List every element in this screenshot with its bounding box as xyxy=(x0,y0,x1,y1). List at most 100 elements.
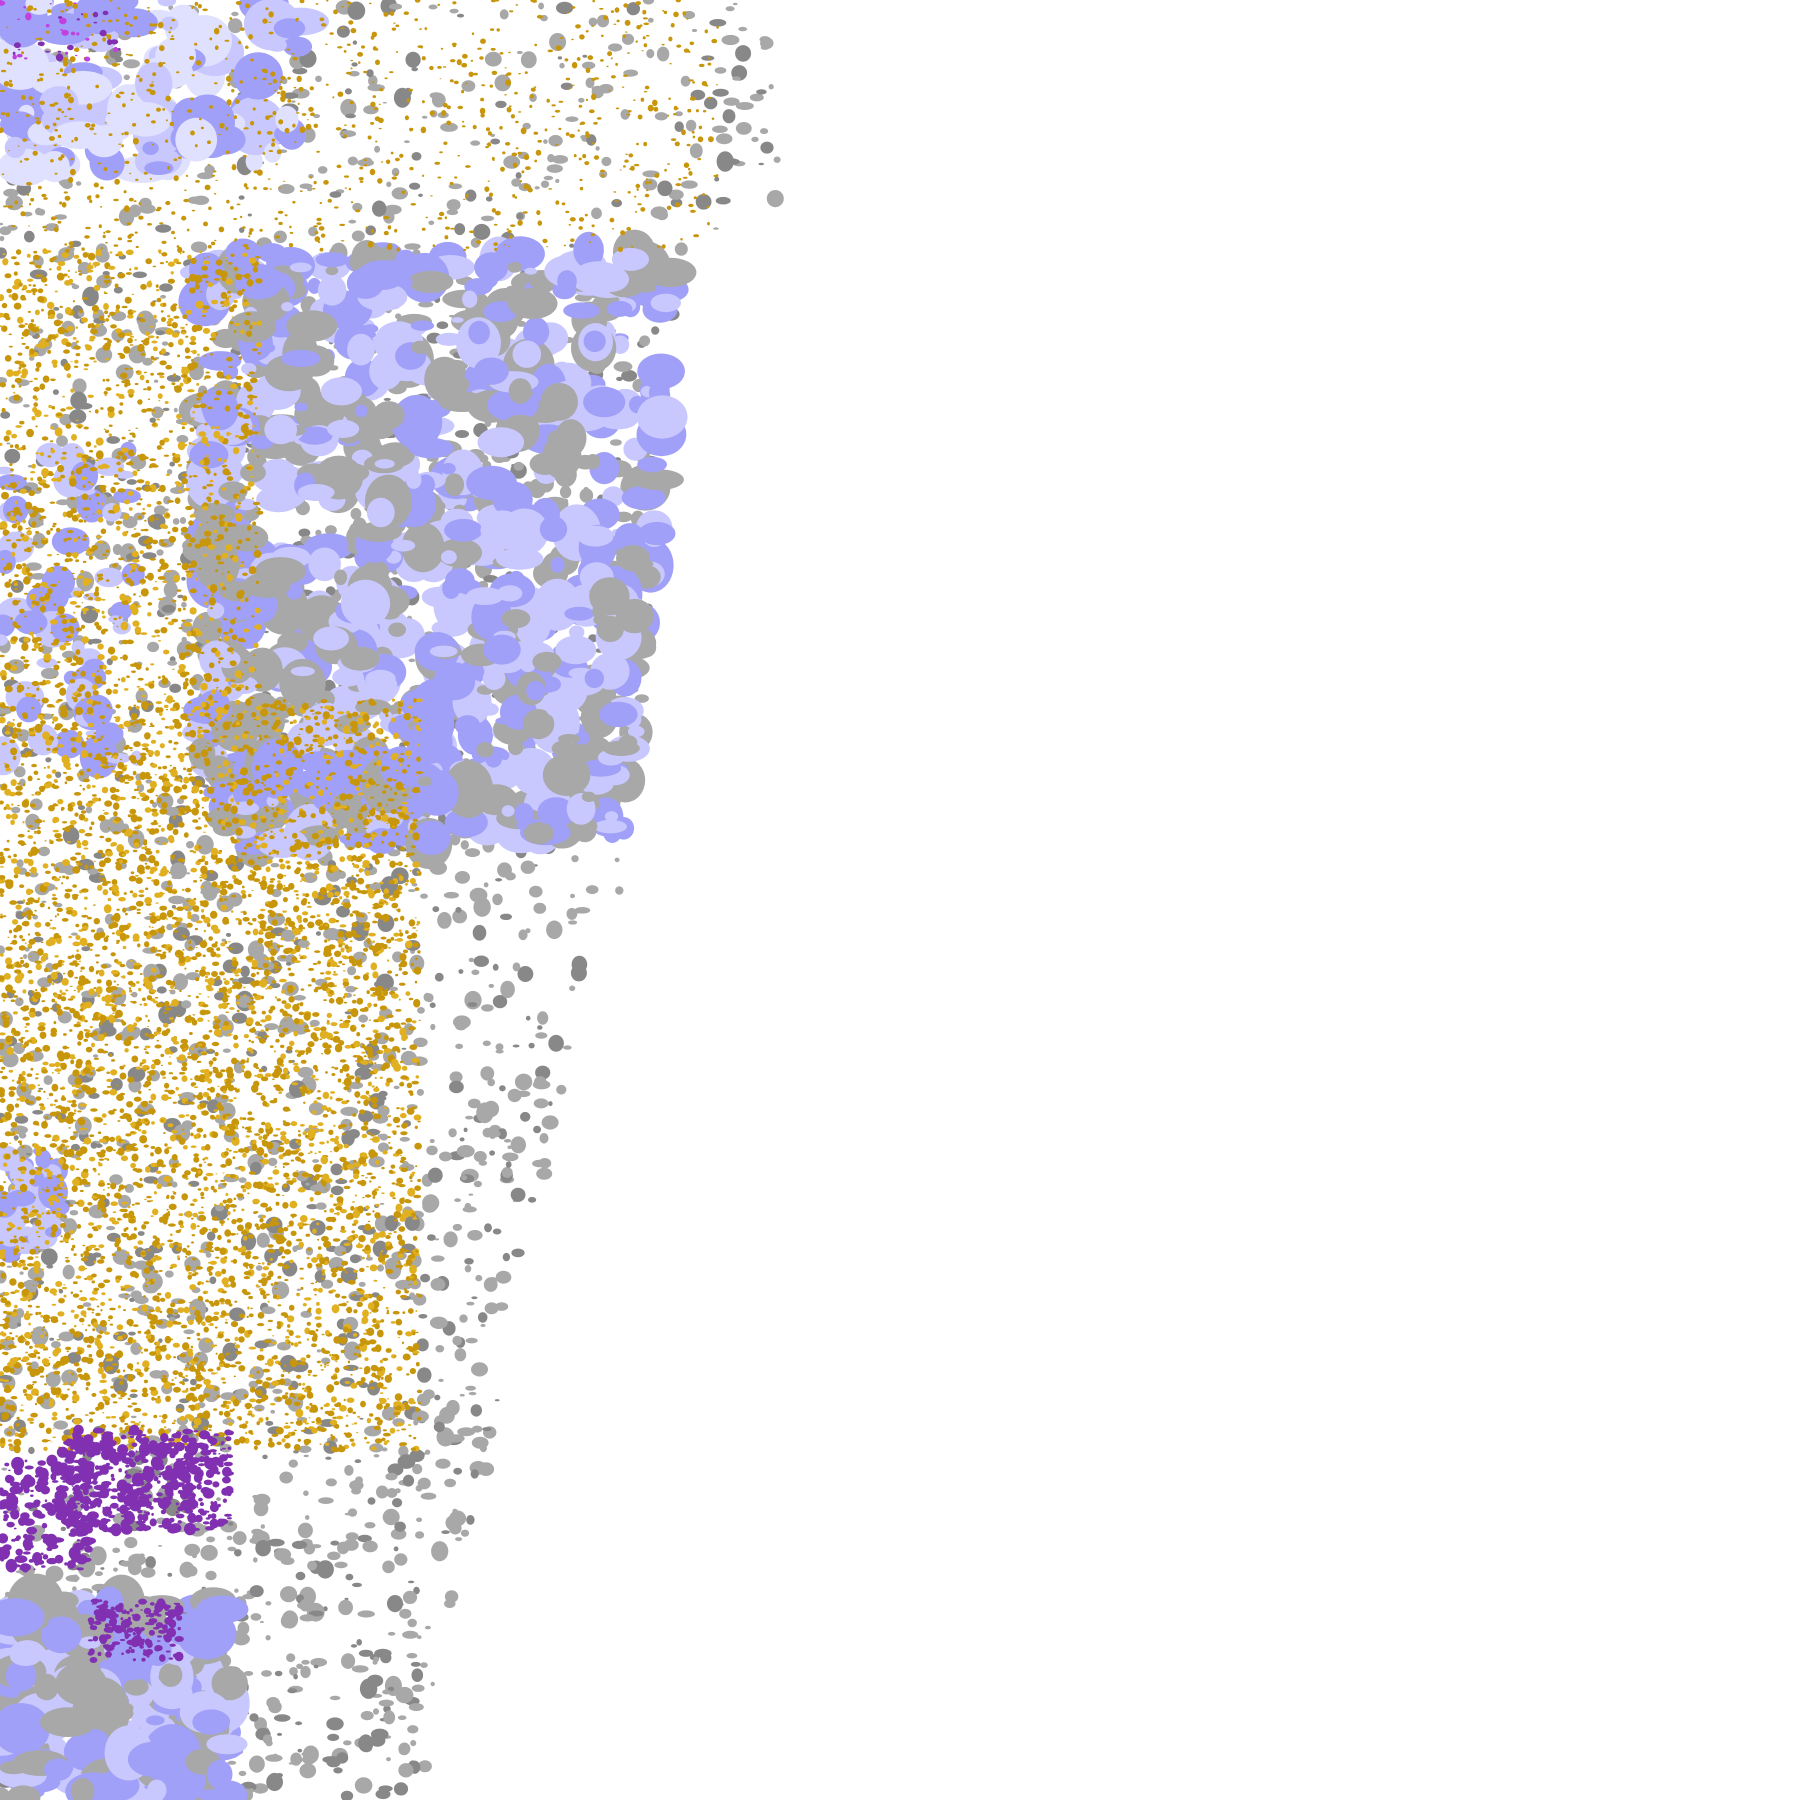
gold-speckle xyxy=(314,1293,317,1296)
gold-speckle xyxy=(307,901,311,904)
gray-cloud-patch xyxy=(546,920,563,940)
gold-speckle xyxy=(371,1111,375,1114)
gray-cloud-patch xyxy=(490,133,496,137)
gold-speckle xyxy=(138,853,147,862)
gold-speckle xyxy=(27,1417,35,1422)
gray-cloud-patch xyxy=(333,1767,343,1774)
gray-cloud-patch xyxy=(420,1662,428,1668)
gold-speckle xyxy=(187,1274,192,1280)
gold-speckle xyxy=(255,1379,263,1385)
gray-cloud-patch xyxy=(71,284,80,290)
gray-cloud-patch xyxy=(768,84,774,90)
gray-cloud-patch xyxy=(543,175,554,181)
gold-speckle xyxy=(389,1417,392,1421)
gray-cloud-patch xyxy=(455,1537,463,1542)
gold-speckle xyxy=(282,779,291,785)
gold-speckle xyxy=(353,1422,358,1425)
gold-speckle xyxy=(353,1269,358,1273)
lavender-cloud-patch xyxy=(16,696,42,723)
gray-cloud-patch xyxy=(339,130,357,138)
gray-cloud-patch xyxy=(516,212,524,220)
gold-speckle xyxy=(80,970,83,972)
gray-cloud-patch xyxy=(238,1770,247,1777)
gray-cloud-patch xyxy=(262,1734,273,1744)
gray-cloud-patch xyxy=(23,1280,39,1289)
gray-cloud-patch xyxy=(560,82,573,91)
gold-speckle xyxy=(18,945,26,951)
gray-cloud-patch xyxy=(350,1644,358,1648)
gold-speckle xyxy=(302,1382,306,1386)
gray-cloud-patch xyxy=(366,69,374,78)
gray-cloud-patch xyxy=(315,1202,327,1210)
gold-speckle xyxy=(163,1426,167,1429)
gray-cloud-patch xyxy=(615,886,624,895)
gold-speckle xyxy=(138,1421,141,1424)
gray-cloud-patch xyxy=(386,1757,391,1762)
gray-cloud-patch xyxy=(274,1670,283,1677)
gold-speckle xyxy=(162,1076,166,1079)
lavender-cloud-patch xyxy=(273,668,287,675)
gold-speckle xyxy=(381,840,384,844)
gray-cloud-patch xyxy=(299,1599,311,1612)
gold-speckle xyxy=(187,995,192,997)
lavender-cloud-patch xyxy=(9,1646,42,1667)
gray-cloud-patch xyxy=(53,307,60,311)
gold-speckle xyxy=(130,959,133,963)
gray-cloud-patch xyxy=(439,1151,452,1162)
gold-speckle xyxy=(383,1286,386,1289)
gray-cloud-patch xyxy=(250,1613,262,1621)
gold-speckle xyxy=(343,986,346,988)
gray-cloud-patch xyxy=(307,1560,318,1571)
gray-cloud-patch xyxy=(528,1196,537,1203)
gray-cloud-patch xyxy=(251,1528,263,1535)
gray-cloud-patch xyxy=(651,326,660,335)
gray-cloud-patch xyxy=(415,1531,425,1539)
gray-cloud-patch xyxy=(326,1717,344,1731)
gold-speckle xyxy=(373,1087,380,1092)
gold-speckle xyxy=(188,773,192,776)
gold-speckle xyxy=(12,719,15,721)
gold-speckle xyxy=(124,781,130,784)
gold-speckle xyxy=(139,1177,143,1182)
lavender-cloud-patch xyxy=(254,557,306,586)
gray-cloud-patch xyxy=(228,18,243,34)
gold-speckle xyxy=(192,1212,198,1218)
gray-cloud-patch xyxy=(262,1454,268,1460)
gray-cloud-patch xyxy=(543,139,548,144)
gray-cloud-patch xyxy=(533,1098,549,1109)
gold-speckle xyxy=(107,827,111,830)
gray-cloud-patch xyxy=(642,0,655,5)
gray-cloud-patch xyxy=(712,125,728,133)
gray-cloud-patch xyxy=(345,985,356,993)
gold-speckle xyxy=(164,1000,170,1008)
gold-speckle xyxy=(27,824,33,828)
gray-cloud-patch xyxy=(502,1252,511,1262)
gold-speckle xyxy=(80,1257,88,1262)
gray-cloud-patch xyxy=(387,1595,403,1613)
gray-cloud-patch xyxy=(6,1265,12,1268)
gray-cloud-patch xyxy=(428,4,438,10)
lavender-cloud-patch xyxy=(512,340,542,368)
gray-cloud-patch xyxy=(431,1541,449,1562)
gold-speckle xyxy=(200,1196,205,1200)
gray-cloud-patch xyxy=(608,43,623,52)
lavender-cloud-patch xyxy=(411,340,429,354)
gold-speckle xyxy=(168,989,171,992)
gray-cloud-patch xyxy=(691,90,699,96)
gray-cloud-patch xyxy=(416,1517,423,1523)
gold-speckle xyxy=(42,863,49,869)
gray-cloud-patch xyxy=(505,872,516,881)
gold-speckle xyxy=(70,1103,77,1108)
gold-speckle xyxy=(406,1166,409,1168)
gray-cloud-patch xyxy=(539,1133,549,1144)
gray-cloud-patch xyxy=(186,841,195,849)
gray-cloud-patch xyxy=(407,1725,419,1734)
lavender-cloud-patch xyxy=(206,1734,248,1755)
gray-cloud-patch xyxy=(444,1478,456,1488)
gray-cloud-patch xyxy=(732,76,741,81)
gray-cloud-patch xyxy=(722,109,736,124)
lavender-cloud-patch xyxy=(604,811,619,822)
gray-cloud-patch xyxy=(359,1417,364,1420)
gray-cloud-patch xyxy=(222,1048,231,1053)
